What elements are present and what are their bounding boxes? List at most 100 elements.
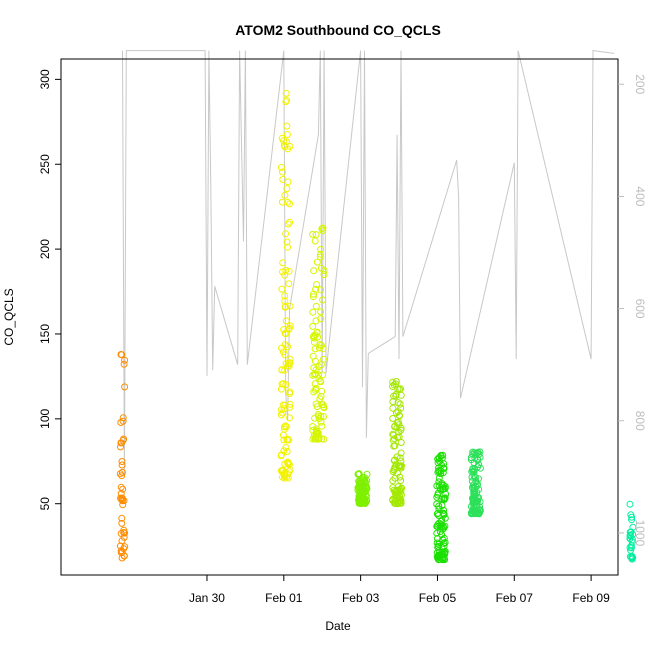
data-point-s5-79 [439,525,447,533]
y-tick-label-300: 300 [38,69,52,89]
data-point-s6-85 [471,499,479,506]
data-point-s2-66 [311,357,319,365]
data-point-s2-39 [314,333,322,341]
data-point-s0-18 [118,472,126,480]
data-point-s6-35 [471,473,479,481]
data-point-s1-91 [283,423,290,431]
data-point-s2-71 [313,328,321,336]
data-point-s4-86 [394,385,402,393]
data-point-s1-72 [278,134,286,142]
data-point-s1-15 [278,344,286,352]
data-point-s1-108 [286,400,294,408]
data-point-s4-80 [390,435,398,443]
data-point-s2-95 [312,386,319,394]
data-point-s2-59 [313,258,321,266]
data-point-s2-44 [317,418,325,426]
data-point-s5-84 [433,493,441,501]
data-point-s1-80 [283,436,291,444]
plot-frame [60,58,619,576]
data-point-s2-96 [319,401,327,409]
data-point-s2-46 [309,293,317,301]
data-point-s4-95 [395,411,403,419]
data-point-s0-33 [118,494,126,502]
data-point-s1-49 [281,341,289,349]
data-point-s1-101 [286,390,294,397]
data-point-s6-67 [471,466,479,473]
data-point-s3-63 [355,471,363,478]
data-point-s4-59 [394,399,402,407]
data-point-s5-90 [440,506,448,514]
data-point-s5-38 [433,510,441,518]
data-point-s2-61 [318,422,326,430]
x-axis-label: Date [325,619,351,633]
data-point-s0-11 [121,356,129,364]
data-point-s2-91 [319,224,327,232]
data-point-s2-55 [318,225,326,233]
data-point-s5-73 [438,454,446,462]
data-point-s2-56 [311,237,319,245]
data-point-s4-41 [394,469,401,477]
right-tick-label-1000: 1000 [633,520,647,547]
data-point-s1-65 [282,138,290,146]
data-point-s0-20 [118,514,126,522]
data-point-s0-44 [121,529,129,537]
data-point-s2-77 [320,404,328,412]
y-tick-label-50: 50 [38,497,52,511]
data-point-s1-62 [281,297,289,305]
data-point-s7-24 [628,516,636,524]
data-point-s5-102 [440,539,448,547]
data-point-s2-98 [312,400,320,408]
data-point-s3-86 [358,478,366,486]
data-point-s5-32 [440,534,448,542]
data-point-s0-23 [117,490,125,498]
data-point-s2-84 [317,308,325,316]
data-point-s2-90 [318,342,325,349]
data-point-s5-105 [441,539,449,546]
x-tick-label-10: Feb 07 [496,591,534,605]
data-point-s2-67 [320,435,328,443]
data-point-s2-99 [320,271,328,279]
data-point-s2-73 [309,426,317,434]
data-point-s4-85 [392,378,400,385]
data-point-s2-21 [310,338,318,346]
data-point-s1-54 [279,259,287,267]
data-point-s4-50 [390,431,398,439]
y-tick-label-150: 150 [38,324,52,344]
data-point-s5-109 [435,556,442,564]
data-point-s1-104 [278,366,286,374]
data-point-s6-89 [470,468,478,476]
data-point-s1-83 [281,191,289,199]
data-point-s2-93 [312,317,320,325]
data-point-s2-85 [312,231,320,239]
x-tick-label-2: Jan 30 [189,591,225,605]
data-point-s2-92 [311,414,319,422]
y-tick-label-100: 100 [38,409,52,429]
data-point-s1-67 [279,348,287,356]
data-point-s1-10 [285,436,293,444]
data-point-s1-107 [280,471,288,479]
data-point-s4-92 [395,421,403,429]
data-point-s1-98 [282,330,290,338]
data-point-s7-20 [628,538,636,546]
data-point-s1-88 [279,409,287,417]
data-point-s5-92 [438,461,446,469]
data-point-s0-37 [121,383,129,391]
data-point-s2-53 [317,378,325,386]
data-point-s0-6 [117,443,124,451]
data-point-s2-75 [309,322,317,330]
data-point-s6-94 [470,490,478,498]
data-point-s1-14 [279,168,286,176]
data-point-s0-39 [119,417,127,425]
data-point-s0-4 [118,461,126,469]
data-point-s0-26 [117,547,125,555]
data-point-s4-78 [389,430,397,438]
x-tick-label-6: Feb 03 [342,591,380,605]
data-point-s1-39 [286,359,294,367]
data-point-s1-102 [286,218,294,226]
data-point-s7-17 [626,528,634,536]
data-point-s2-58 [317,245,325,253]
data-point-s4-96 [397,391,405,399]
data-point-s4-69 [397,464,405,472]
data-point-s5-53 [435,502,443,510]
data-point-s1-74 [277,385,285,393]
